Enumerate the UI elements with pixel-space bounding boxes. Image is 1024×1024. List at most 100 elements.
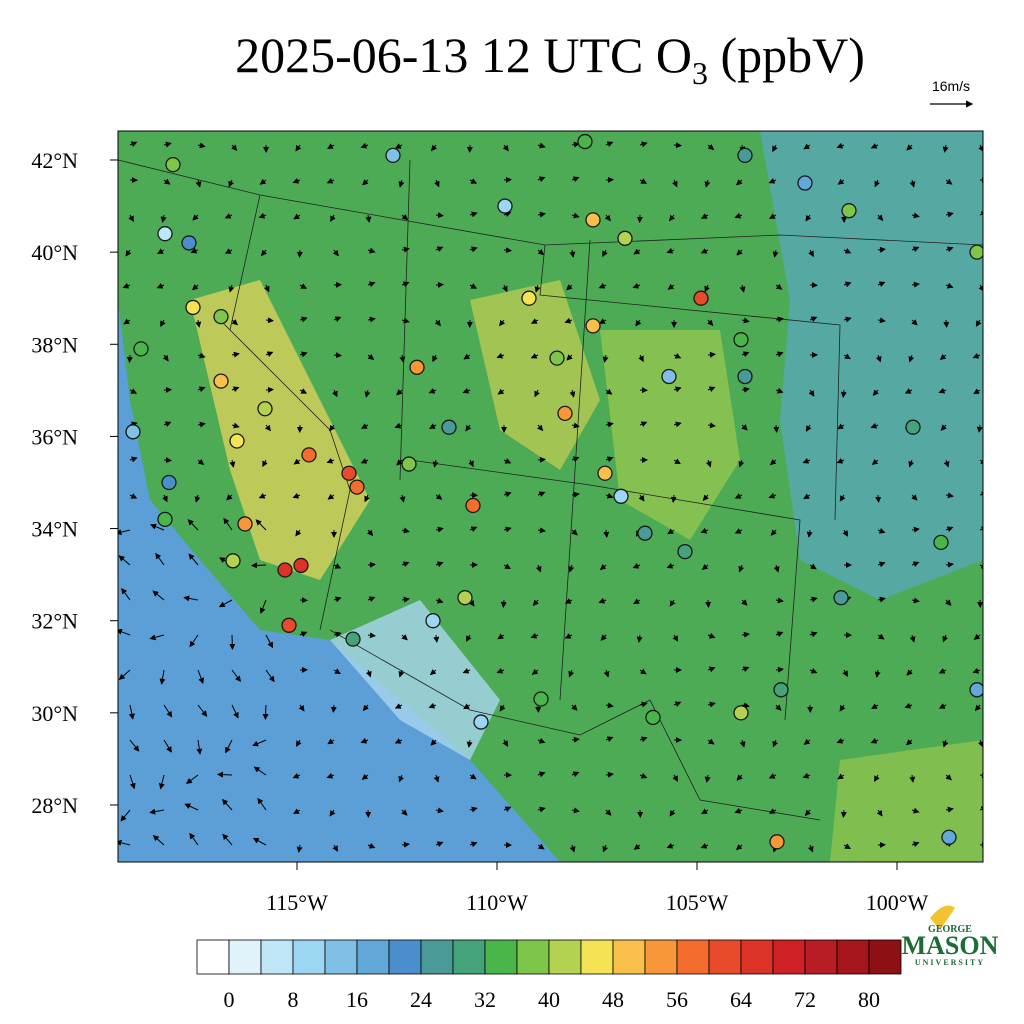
- wind-vector: [842, 529, 849, 537]
- wind-vector: [805, 424, 812, 432]
- colorbar: 0 8 16 24 32 40 48 56 64 72 80: [196, 939, 902, 1012]
- wind-vector: [568, 564, 575, 573]
- wind-vector: [299, 316, 308, 323]
- wind-vector: [911, 281, 920, 288]
- wind-vector: [401, 281, 410, 288]
- wind-vector: [874, 774, 880, 782]
- wind-vector: [530, 632, 539, 639]
- wind-vector: [911, 841, 920, 848]
- wind-vector: [741, 424, 748, 431]
- wind-vector: [118, 669, 131, 680]
- wind-vector: [638, 354, 644, 363]
- station: [473, 714, 489, 730]
- station: [597, 465, 613, 481]
- wind-vector: [187, 519, 199, 531]
- wind-vector: [428, 388, 437, 394]
- wind-vector: [804, 809, 812, 817]
- station: [737, 147, 753, 164]
- wind-vector: [253, 766, 267, 776]
- map-field: [118, 131, 983, 862]
- station: [557, 405, 573, 422]
- wind-vector: [364, 389, 371, 398]
- wind-vector: [877, 281, 886, 288]
- station: [125, 424, 141, 440]
- wind-vector: [904, 702, 913, 709]
- wind-vector: [160, 319, 166, 328]
- wind-vector: [434, 179, 440, 188]
- wind-vector: [741, 317, 750, 324]
- wind-vector: [362, 704, 369, 712]
- wind-vector: [945, 599, 952, 606]
- wind-vector: [465, 424, 472, 432]
- wind-vector: [806, 529, 813, 538]
- station: [225, 553, 241, 569]
- wind-vector: [296, 844, 303, 853]
- wind-vector: [333, 316, 342, 322]
- wind-vector: [327, 493, 335, 500]
- wind-vector: [909, 634, 916, 643]
- wind-vector: [231, 319, 239, 326]
- wind-vector: [231, 669, 241, 683]
- wind-vector: [977, 739, 983, 748]
- wind-vector: [666, 562, 675, 569]
- wind-vector: [773, 424, 780, 433]
- colorbar-label: 40: [538, 987, 560, 1012]
- wind-vector: [223, 517, 233, 531]
- wind-vector: [197, 704, 208, 717]
- wind-vector: [775, 387, 784, 394]
- wind-vector: [605, 388, 613, 395]
- wind-vector: [462, 667, 471, 674]
- wind-vector: [330, 214, 336, 223]
- lon-label: 100°W: [866, 890, 929, 915]
- wind-vector: [396, 389, 403, 396]
- wind-vector: [197, 458, 205, 466]
- station: [797, 175, 813, 191]
- wind-vector: [156, 283, 165, 289]
- wind-vector: [605, 702, 614, 709]
- wind-reference-label: 16m/s: [932, 78, 970, 94]
- wind-vector: [635, 319, 642, 327]
- wind-vector: [364, 494, 370, 503]
- wind-vector: [769, 458, 777, 466]
- lat-label: 34°N: [31, 517, 78, 542]
- wind-vector: [843, 843, 851, 849]
- wind-vector: [707, 738, 715, 745]
- wind-vector: [808, 389, 815, 397]
- wind-vector: [129, 774, 136, 790]
- wind-vector: [768, 492, 777, 499]
- wind-vector: [293, 458, 301, 465]
- wind-vector: [775, 631, 784, 638]
- wind-vector: [741, 599, 748, 606]
- wind-vector: [160, 214, 167, 223]
- station: [577, 133, 593, 150]
- wind-vector: [258, 493, 267, 499]
- wind-vector: [264, 424, 271, 432]
- wind-vector: [228, 179, 234, 188]
- wind-vector: [909, 179, 916, 188]
- wind-vector: [367, 842, 376, 849]
- wind-vector: [264, 284, 270, 293]
- wind-vector: [673, 353, 682, 359]
- wind-vector: [877, 633, 885, 640]
- wind-vector: [908, 459, 915, 468]
- wind-vector: [836, 142, 845, 149]
- wind-vector: [530, 353, 539, 359]
- wind-vector: [293, 808, 301, 815]
- wind-vector: [163, 739, 172, 753]
- wind-vector: [158, 774, 165, 790]
- wind-vector: [332, 389, 338, 398]
- colorbar-swatch: [708, 939, 742, 975]
- wind-vector: [257, 797, 267, 811]
- wind-vector: [569, 844, 576, 853]
- station: [161, 474, 177, 491]
- wind-vector: [772, 739, 779, 748]
- colorbar-swatch: [644, 939, 678, 975]
- station: [585, 212, 601, 228]
- wind-vector: [537, 211, 546, 218]
- wind-vector: [497, 388, 505, 395]
- wind-vector: [571, 704, 578, 711]
- wind-vector: [738, 564, 745, 573]
- wind-vector: [979, 526, 983, 533]
- wind-vector: [633, 248, 641, 255]
- wind-vector: [152, 590, 165, 601]
